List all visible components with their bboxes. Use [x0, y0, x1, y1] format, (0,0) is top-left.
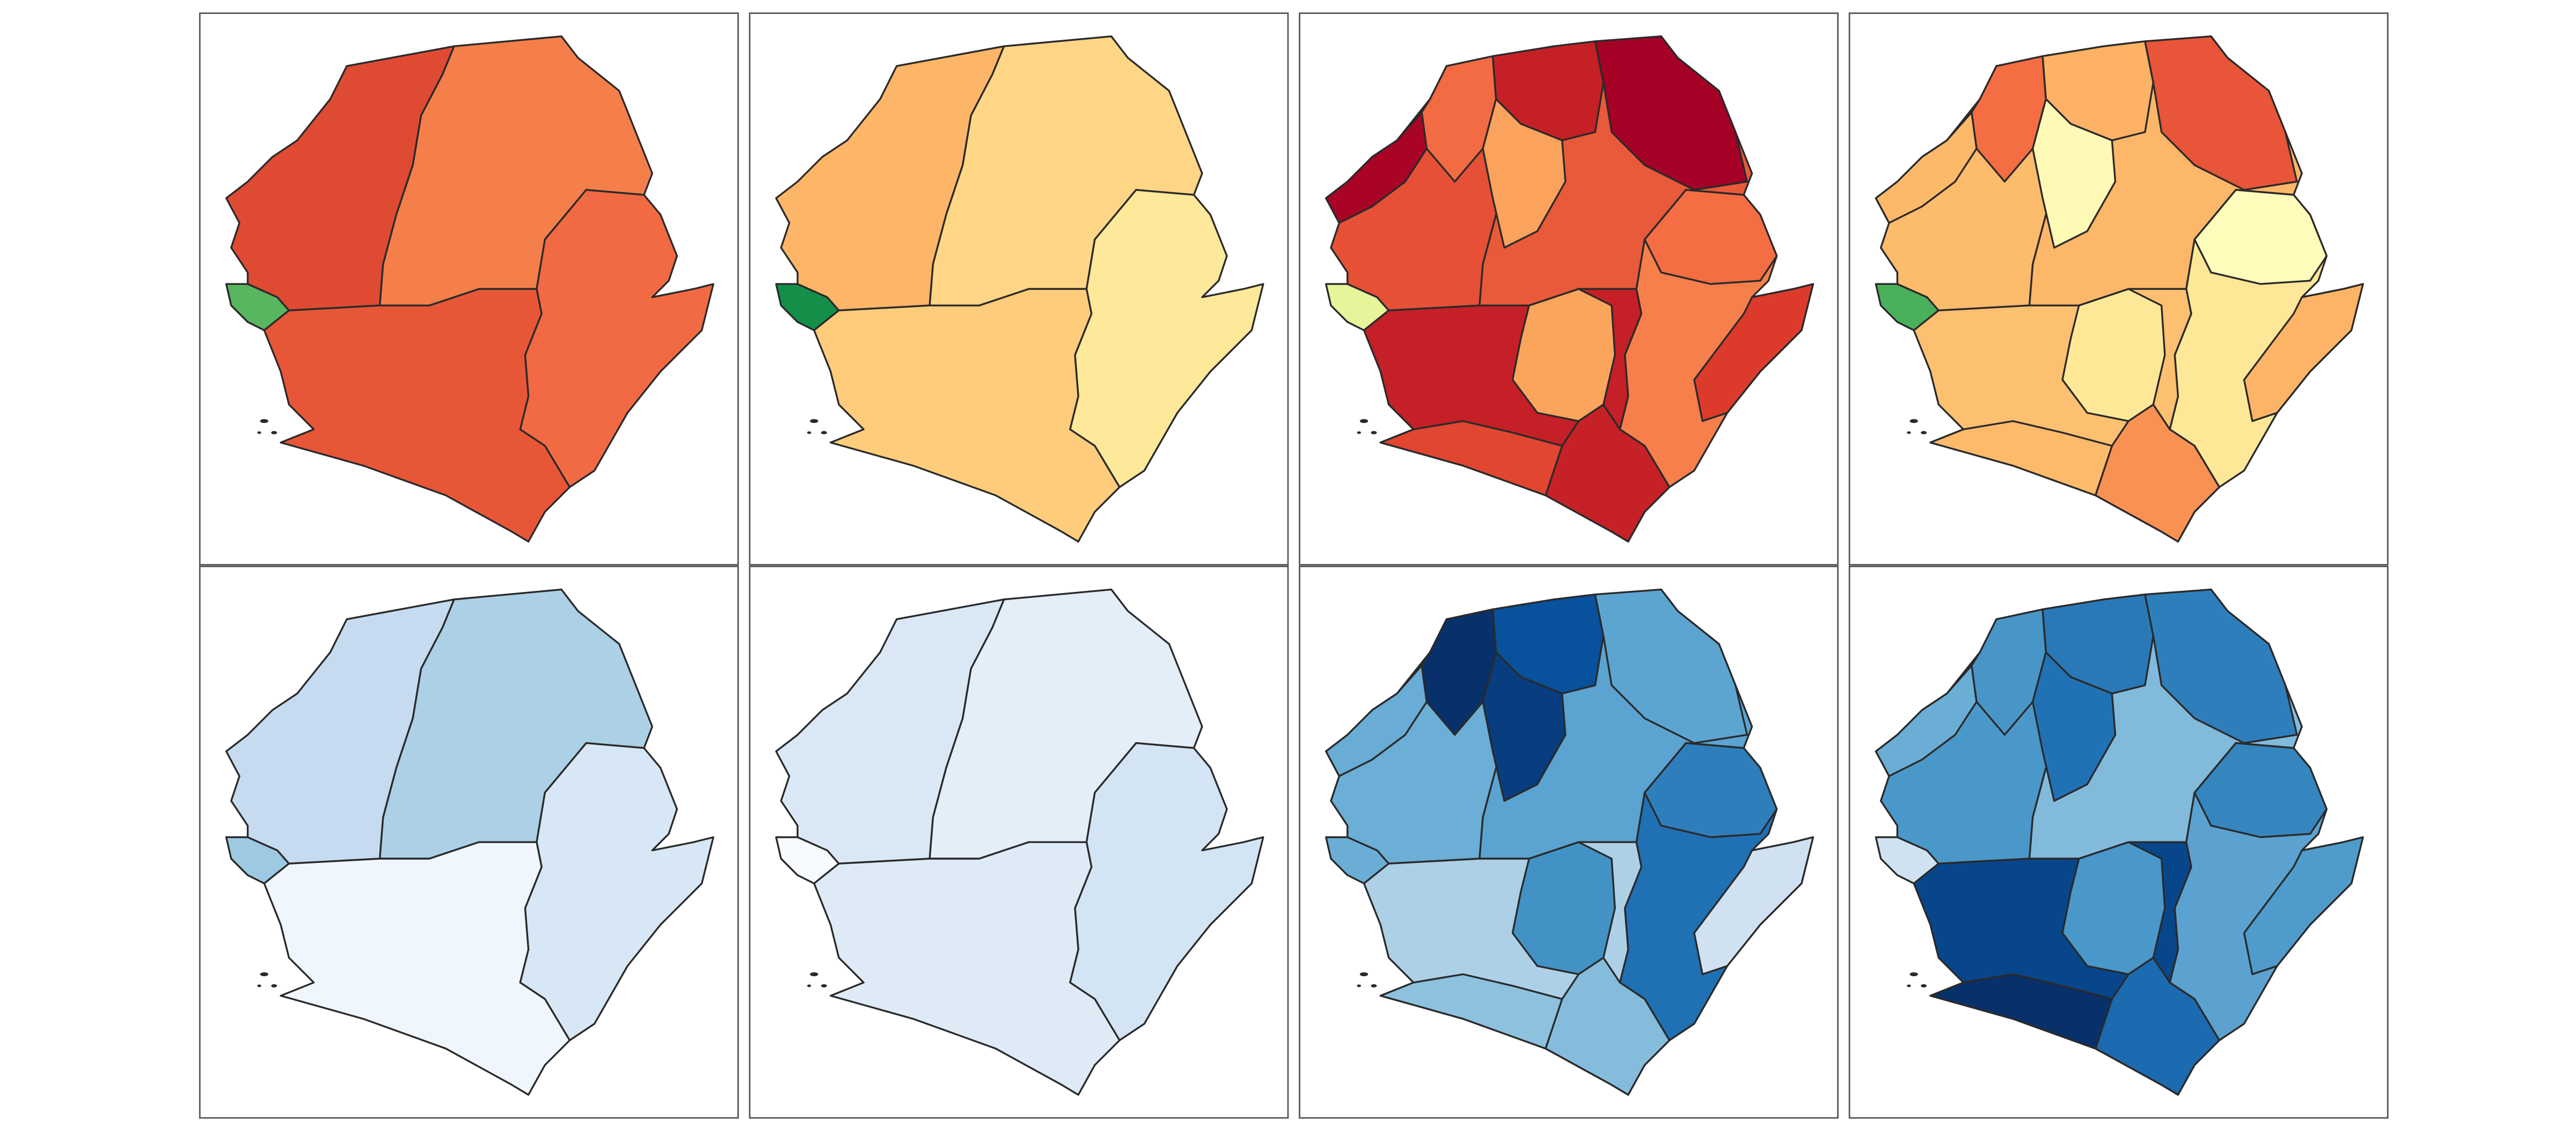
island [271, 984, 277, 987]
region [1482, 651, 1567, 802]
region [1379, 973, 1563, 1050]
island [1359, 419, 1368, 423]
region [2243, 283, 2364, 422]
map-panel [1299, 12, 1839, 566]
region [1643, 742, 1778, 838]
island [1907, 984, 1911, 987]
panel-frame [1299, 12, 1839, 566]
region [813, 841, 1121, 1096]
region [1069, 189, 1264, 488]
region [1693, 283, 1814, 422]
panel-frame [749, 565, 1289, 1119]
panel-frame [199, 12, 739, 566]
panel-frame [1299, 565, 1839, 1119]
region [2094, 404, 2221, 543]
island [807, 984, 811, 987]
map-panel [1848, 565, 2389, 1119]
region [1482, 98, 1567, 249]
region [519, 189, 714, 488]
region [519, 742, 714, 1042]
island [1359, 972, 1368, 977]
panel-frame [1848, 12, 2389, 566]
region [2144, 35, 2298, 191]
region [2032, 651, 2117, 802]
island [821, 984, 827, 987]
island [810, 419, 818, 423]
region [1643, 189, 1778, 285]
island [260, 972, 268, 977]
region [2193, 742, 2328, 838]
region [1594, 588, 1748, 744]
region [1511, 288, 1616, 422]
island [271, 431, 277, 435]
region [1069, 742, 1264, 1042]
region [813, 288, 1121, 543]
map-panel [749, 565, 1289, 1119]
region [2061, 841, 2166, 976]
island [1357, 984, 1361, 987]
region [263, 288, 571, 543]
map-panel [1848, 12, 2389, 566]
island [810, 972, 818, 977]
region [2061, 288, 2166, 422]
island [1921, 431, 1927, 435]
island [1907, 431, 1911, 434]
region [2243, 836, 2364, 976]
island [260, 419, 268, 423]
region [2032, 98, 2117, 249]
island [1371, 431, 1377, 435]
island [1921, 984, 1927, 987]
region [1511, 841, 1616, 976]
island [1357, 431, 1361, 434]
island [807, 431, 811, 434]
panel-frame [1848, 565, 2389, 1119]
island [821, 431, 827, 435]
map-panel [749, 12, 1289, 566]
region [2094, 956, 2221, 1096]
island [1371, 984, 1377, 987]
map-panel [1299, 565, 1839, 1119]
region [2144, 588, 2298, 744]
region [1693, 836, 1814, 976]
region [1929, 973, 2113, 1050]
island [257, 431, 261, 434]
island [1909, 972, 1918, 977]
map-panel [199, 565, 739, 1119]
region [1379, 420, 1563, 496]
region [1594, 35, 1748, 191]
panel-frame [199, 565, 739, 1119]
region [2193, 189, 2328, 285]
panel-frame [749, 12, 1289, 566]
region [1545, 956, 1671, 1096]
island [1909, 419, 1918, 423]
island [257, 984, 261, 987]
region [263, 841, 571, 1096]
region [1545, 404, 1671, 543]
region [1929, 420, 2113, 496]
map-panel [199, 12, 739, 566]
